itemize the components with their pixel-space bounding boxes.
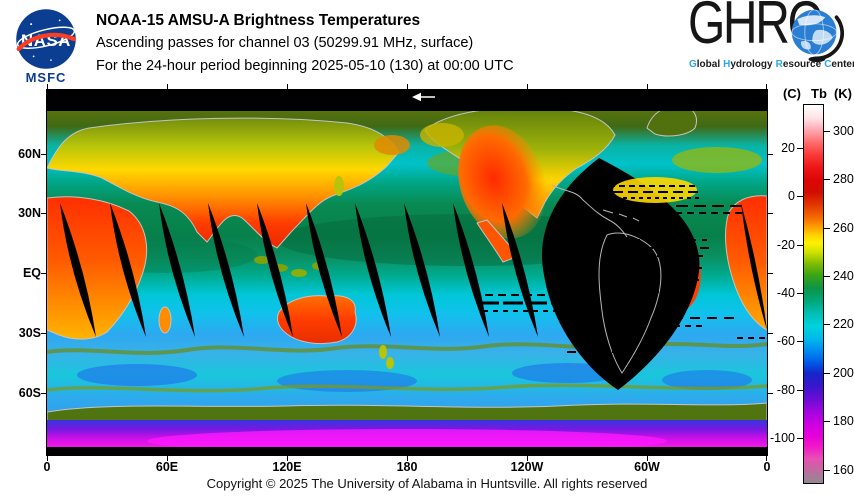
y-tick (768, 213, 773, 214)
colorbar-kelvin-header: (K) (833, 86, 853, 101)
nasa-orbit-ellipse (16, 26, 76, 50)
antarctic-coast-band (47, 402, 767, 425)
ghrc-logo: GHRC Global Hydrology Resource Center (688, 0, 854, 80)
madagascar (158, 306, 172, 334)
lon-label-60e: 60E (155, 460, 179, 474)
colorbar (803, 104, 824, 484)
colorbar-tick (797, 245, 803, 246)
x-tick (47, 456, 48, 461)
x-tick (407, 456, 408, 461)
colorbar-tick (797, 196, 803, 197)
lat-label-30s: 30S (18, 326, 41, 340)
lat-label-60n: 60N (18, 147, 41, 161)
colorbar-k-label: 220 (833, 317, 854, 331)
x-tick (287, 456, 288, 461)
scanline-dropouts (479, 185, 767, 353)
africa-landmass (47, 196, 148, 340)
x-tick (766, 456, 767, 461)
mexico (476, 219, 520, 263)
colorbar-c-label: 20 (781, 141, 795, 155)
x-tick (527, 84, 528, 89)
x-tick (167, 456, 168, 461)
colorbar-c-label: -60 (776, 334, 795, 348)
colorbar-tick (797, 148, 803, 149)
colorbar-tick (797, 390, 803, 391)
colorbar-tick (824, 421, 830, 422)
y-tick (768, 393, 773, 394)
x-tick (527, 456, 528, 461)
page-subtitle-channel: Ascending passes for channel 03 (50299.9… (96, 35, 474, 51)
lon-label-180: 180 (396, 460, 418, 474)
brightness-temperature-map (47, 90, 767, 455)
colorbar-k-label: 260 (833, 221, 854, 235)
lat-label-60s: 60S (18, 386, 41, 400)
pass-direction-arrow-icon (412, 92, 435, 102)
page-subtitle-period: For the 24-hour period beginning 2025-05… (96, 58, 514, 74)
ghrc-tagline: Global Hydrology Resource Center (689, 59, 854, 70)
x-tick (647, 84, 648, 89)
colorbar-tick (824, 276, 830, 277)
colorbar-celsius-header: (C) (782, 86, 802, 101)
lon-label-60w: 60W (634, 460, 660, 474)
colorbar-k-label: 160 (833, 463, 854, 477)
y-tick (41, 393, 46, 394)
lon-label-0e: 0 (43, 460, 51, 474)
y-tick (41, 333, 46, 334)
x-tick (287, 84, 288, 89)
colorbar-k-label: 300 (833, 124, 854, 138)
y-tick (41, 273, 46, 274)
nasa-logo: NASA (16, 9, 77, 69)
page-title: NOAA-15 AMSU-A Brightness Temperatures (96, 12, 421, 29)
lat-label-30n: 30N (18, 206, 41, 220)
south-data-gap-strip (47, 447, 767, 455)
colorbar-tick (824, 470, 830, 471)
globe-stand-base (808, 56, 826, 63)
colorbar-tick (797, 341, 803, 342)
y-tick (41, 213, 46, 214)
colorbar-tick (797, 293, 803, 294)
americas-data-gap-swath (542, 158, 700, 390)
colorbar-tick (824, 373, 830, 374)
colorbar-tb-header: Tb (811, 86, 827, 101)
colorbar-c-label: 0 (788, 189, 795, 203)
southwest-hot-region (458, 125, 546, 239)
colorbar-tick (824, 131, 830, 132)
y-tick (41, 154, 46, 155)
colorbar-tick (824, 228, 830, 229)
x-tick (407, 84, 408, 89)
west-africa-wrap (725, 195, 767, 331)
x-tick (47, 84, 48, 89)
y-tick (768, 154, 773, 155)
copyright-text: Copyright © 2025 The University of Alaba… (206, 476, 648, 491)
colorbar-k-label: 240 (833, 269, 854, 283)
colorbar-k-label: 280 (833, 172, 854, 186)
north-data-gap-strip (47, 90, 767, 111)
colorbar-c-label: -40 (776, 286, 795, 300)
lon-label-0w: 0 (763, 460, 771, 474)
colorbar-c-label: -100 (769, 431, 795, 445)
lon-label-120w: 120W (510, 460, 544, 474)
colorbar-k-label: 200 (833, 366, 854, 380)
x-tick (647, 456, 648, 461)
lon-label-120e: 120E (272, 460, 302, 474)
ghrc-globe-icon (791, 9, 844, 63)
colorbar-tick (824, 324, 830, 325)
nasa-red-swoosh (16, 32, 77, 52)
eurasia-landmass (47, 117, 400, 249)
msfc-label: MSFC (25, 70, 67, 85)
colorbar-tick (797, 438, 803, 439)
lat-label-eq: EQ (22, 266, 41, 280)
y-tick (768, 273, 773, 274)
colorbar-tick (824, 179, 830, 180)
colorbar-k-label: 180 (833, 414, 854, 428)
colorbar-c-label: -80 (776, 383, 795, 397)
colorbar-c-label: -20 (776, 238, 795, 252)
y-tick (768, 333, 773, 334)
map-plot: 60N 30N EQ 30S 60S 0 60E 120E 180 120W 6… (18, 84, 773, 474)
x-tick (766, 84, 767, 89)
x-tick (167, 84, 168, 89)
